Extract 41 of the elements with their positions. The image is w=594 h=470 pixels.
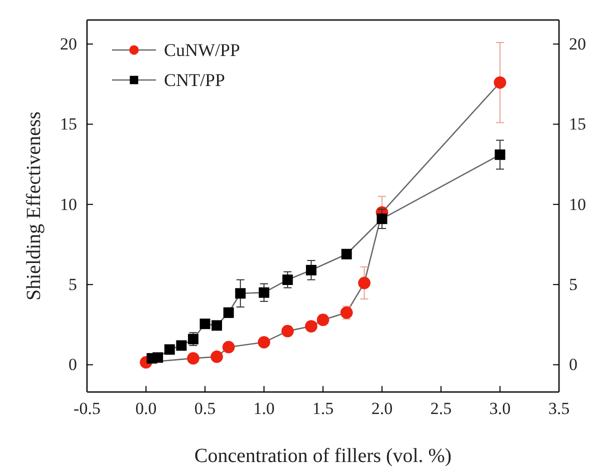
x-tick-label: 1.5 — [312, 399, 334, 418]
point — [212, 320, 222, 331]
legend-label: CNT/PP — [164, 70, 226, 90]
y2-tick-label: 10 — [569, 194, 586, 214]
point — [358, 276, 370, 290]
x-tick-label: 0.0 — [135, 399, 157, 418]
point — [341, 248, 352, 260]
y-tick-label: 5 — [68, 275, 77, 294]
point — [306, 264, 316, 276]
point — [176, 340, 187, 351]
point — [164, 344, 175, 355]
x-tick-label: 3.5 — [548, 399, 570, 418]
point — [152, 352, 164, 363]
point — [494, 76, 506, 89]
point — [258, 287, 270, 298]
x-tick-label: 3.0 — [489, 399, 511, 418]
x-tick-label: 0.5 — [194, 399, 216, 418]
point — [376, 214, 388, 224]
x-tick-label: 2.0 — [371, 399, 393, 418]
point — [235, 288, 246, 299]
point — [222, 340, 235, 354]
point — [258, 336, 270, 348]
x-tick-label: 2.5 — [430, 399, 452, 418]
point — [200, 318, 210, 330]
point — [187, 352, 200, 364]
y-tick-label: 20 — [60, 34, 77, 54]
y2-tick-label: 5 — [569, 275, 578, 294]
point — [282, 274, 293, 286]
point — [494, 149, 506, 160]
y2-tick-label: 15 — [569, 114, 586, 134]
x-tick-label: -0.5 — [74, 399, 100, 418]
y-tick-label: 0 — [68, 355, 77, 374]
x-axis-title: Concentration of fillers (vol. %) — [194, 445, 452, 467]
y-tick-label: 10 — [60, 194, 77, 214]
point — [210, 350, 223, 363]
y-tick-label: 15 — [60, 114, 77, 134]
x-tick-label: 1.0 — [253, 399, 275, 418]
y-axis-title: Shielding Effectiveness — [23, 111, 45, 301]
y2-tick-label: 0 — [569, 355, 578, 374]
legend-label: CuNW/PP — [164, 40, 240, 60]
y2-tick-label: 20 — [569, 34, 586, 54]
